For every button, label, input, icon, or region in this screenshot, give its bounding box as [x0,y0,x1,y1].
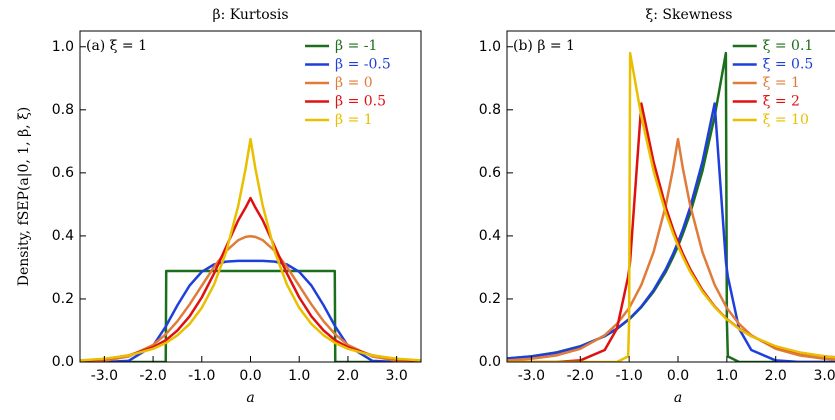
y-axis-label: Density, fSEP(a|0, 1, β, ξ) [16,107,32,286]
chart-title: β: Kurtosis [212,7,288,23]
chart-title: ξ: Skewness [646,7,733,23]
x-tick-label: -2.0 [567,368,594,384]
legend-label: ξ = 0.5 [763,57,814,73]
density-line [80,259,421,362]
legend-label: β = 0.5 [335,94,386,110]
x-tick-label: 3.0 [813,368,835,384]
y-tick-label: 0.8 [479,102,501,118]
density-line [80,137,421,362]
density-line [80,196,421,362]
x-tick-label: 2.0 [765,368,787,384]
y-tick-label: 1.0 [479,39,501,55]
legend-label: β = 0 [335,75,373,91]
y-tick-label: 1.0 [52,39,74,55]
x-tick-label: 3.0 [386,368,408,384]
annotation: (b) β = 1 [513,38,575,54]
legend-label: ξ = 10 [763,112,809,128]
plot-area [507,51,835,362]
plot-area [80,137,421,362]
x-tick-label: 1.0 [716,368,738,384]
y-tick-label: 0.4 [479,228,501,244]
density-line [507,51,835,362]
y-tick-label: 0.6 [52,165,74,181]
x-tick-label: -2.0 [139,368,166,384]
y-tick-label: 0.6 [479,165,501,181]
density-line [80,269,421,362]
x-axis-label: a [674,390,682,406]
legend-label: ξ = 1 [763,75,800,91]
density-line [507,102,835,362]
legend-label: ξ = 0.1 [763,38,814,54]
x-tick-label: -3.0 [91,368,118,384]
y-tick-label: 0.0 [479,354,501,370]
legend-label: ξ = 2 [763,94,800,110]
density-line [80,235,421,362]
density-line [507,102,835,362]
x-tick-label: 1.0 [288,368,310,384]
y-tick-label: 0.8 [52,102,74,118]
annotation: (a) ξ = 1 [86,38,147,54]
x-tick-label: 0.0 [239,368,261,384]
density-line [507,137,835,362]
legend-label: β = -1 [335,38,377,54]
legend-label: β = -0.5 [335,57,391,73]
legend-label: β = 1 [335,112,373,128]
y-tick-label: 0.0 [52,354,74,370]
y-tick-label: 0.4 [52,228,74,244]
y-tick-label: 0.2 [52,291,74,307]
x-tick-label: 0.0 [667,368,689,384]
x-axis-label: a [246,390,254,406]
x-tick-label: 2.0 [337,368,359,384]
y-tick-label: 0.2 [479,291,501,307]
x-tick-label: -1.0 [615,368,642,384]
x-tick-label: -1.0 [188,368,215,384]
x-tick-label: -3.0 [518,368,545,384]
